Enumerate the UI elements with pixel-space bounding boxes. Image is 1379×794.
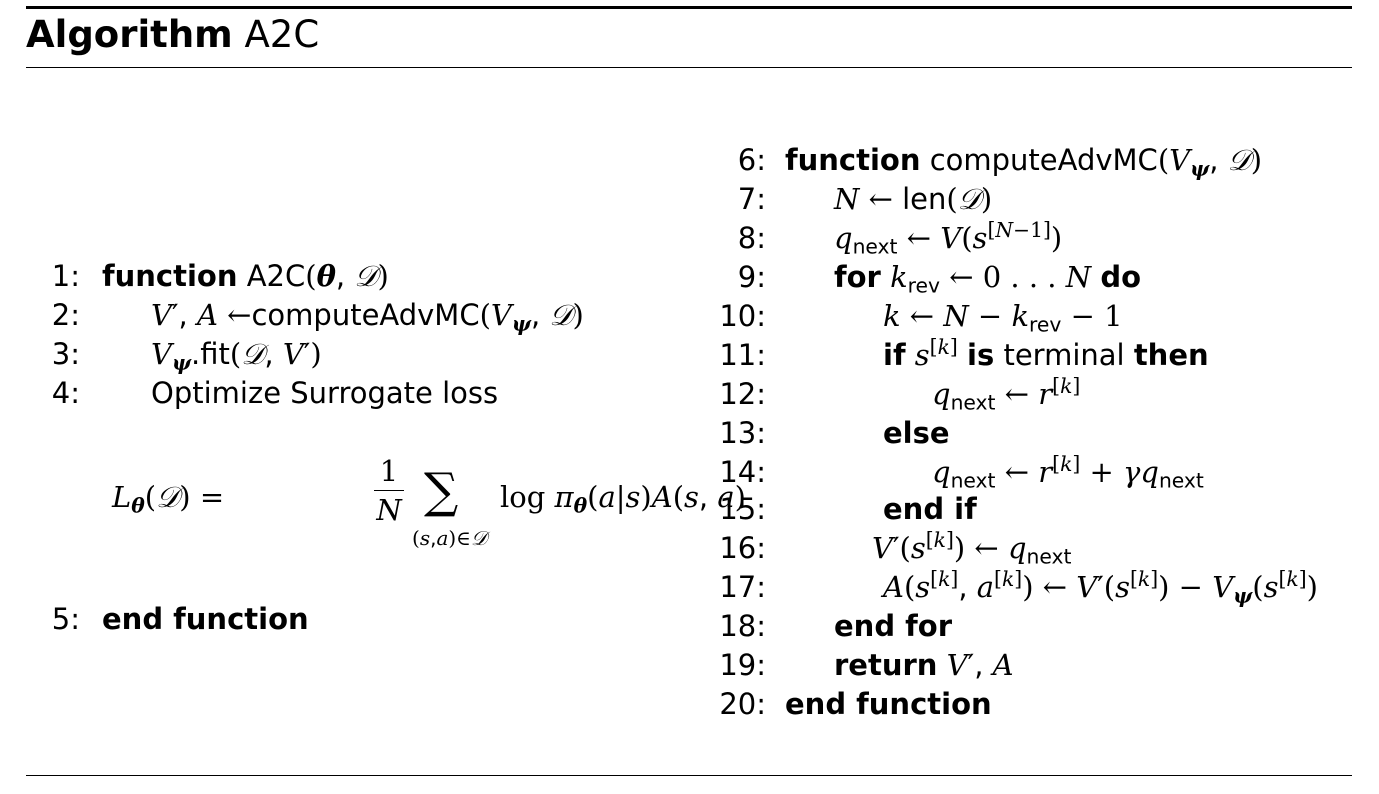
line-number: 14:: [719, 455, 766, 489]
line-code: end for: [834, 607, 952, 645]
line-number: 3:: [51, 337, 80, 371]
line-number: 20:: [719, 687, 766, 721]
line-number: 6:: [737, 143, 766, 177]
line-number: 17:: [719, 570, 766, 604]
summation-index: (s,a)∈𝒟: [412, 526, 487, 550]
keyword: end if: [883, 492, 977, 526]
line-code: Vψ.fit(𝒟, V′): [151, 337, 322, 375]
line-code: else: [883, 414, 950, 452]
line-number: 19:: [719, 648, 766, 682]
keyword: return: [834, 648, 938, 682]
line-code: A(s[k], a[k]) ← V′(s[k]) − Vψ(s[k]): [883, 566, 1318, 608]
keyword: end function: [102, 602, 309, 636]
keyword: do: [1100, 260, 1142, 294]
line-code: qnext ← r[k]: [932, 373, 1081, 415]
line-number: 15:: [719, 492, 766, 526]
equation-rhs: log πθ(a|s)A(s, a): [500, 480, 746, 518]
summation-sign: ∑: [424, 463, 459, 519]
function-call: computeAdvMC: [251, 298, 480, 332]
line-code: qnext ← r[k] + γqnext: [932, 451, 1204, 493]
line-number: 13:: [719, 416, 766, 450]
algorithm-caption: Algorithm A2C: [26, 12, 319, 58]
line-code: k ← N − krev − 1: [883, 299, 1123, 337]
line-code: function computeAdvMC(Vψ, 𝒟): [785, 143, 1263, 181]
line-number: 4:: [51, 376, 80, 410]
method-call: .fit: [191, 337, 230, 371]
fraction-numerator: 1: [379, 454, 399, 488]
line-code: V′, A ←computeAdvMC(Vψ, 𝒟): [151, 298, 584, 336]
line-code: V′(s[k]) ← qnext: [872, 527, 1072, 569]
line-code: qnext ← V(s[N−1]): [834, 217, 1063, 259]
equation-lhs: Lθ(𝒟) =: [112, 480, 225, 518]
keyword: else: [883, 416, 950, 450]
line-code: N ← len(𝒟): [834, 182, 993, 216]
line-number: 1:: [51, 259, 80, 293]
keyword: then: [1133, 338, 1209, 372]
bottom-rule: [26, 775, 1352, 776]
surrogate-loss-equation: Lθ(𝒟) = 1 N ∑ (s,a)∈𝒟 log πθ(a|s)A(s, a): [112, 452, 746, 562]
keyword: end for: [834, 609, 953, 643]
keyword: if: [883, 338, 906, 372]
keyword: function: [785, 143, 921, 177]
line-number: 18:: [719, 609, 766, 643]
function-name: A2C: [246, 259, 306, 293]
line-number: 9:: [737, 260, 766, 294]
fraction: 1 N: [374, 454, 404, 527]
line-code: for krev ← 0 . . . N do: [834, 260, 1142, 298]
line-number: 10:: [719, 299, 766, 333]
line-number: 8:: [737, 221, 766, 255]
line-number: 11:: [719, 338, 766, 372]
keyword: function: [102, 259, 238, 293]
line-code: if s[k] is terminal then: [883, 334, 1209, 372]
algorithm-label: Algorithm: [26, 13, 233, 56]
line-code: Optimize Surrogate loss: [151, 376, 499, 410]
line-code: end if: [883, 490, 977, 528]
line-code: end function: [102, 600, 309, 638]
function-call: len: [902, 182, 947, 216]
line-code: return V′, A: [834, 648, 1014, 682]
line-number: 16:: [719, 531, 766, 565]
line-code: end function: [785, 685, 992, 723]
algorithm-name: A2C: [244, 13, 320, 56]
keyword: end function: [785, 687, 992, 721]
line-number: 12:: [719, 377, 766, 411]
line-number: 7:: [737, 182, 766, 216]
fraction-denominator: N: [376, 493, 402, 527]
line-number: 5:: [51, 602, 80, 636]
line-number: 2:: [51, 298, 80, 332]
caption-rule: [26, 67, 1352, 68]
keyword: for: [834, 260, 881, 294]
function-name: computeAdvMC: [929, 143, 1158, 177]
top-rule: [26, 6, 1352, 9]
line-code: function A2C(θ, 𝒟): [102, 259, 389, 293]
